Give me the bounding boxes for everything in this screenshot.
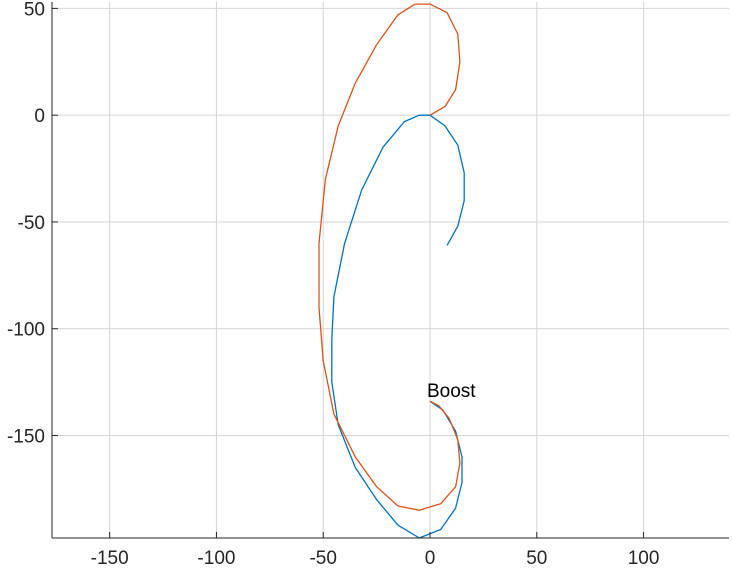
y-tick-label: -100 <box>7 320 45 341</box>
x-tick-label: -50 <box>309 548 336 569</box>
axes-frame <box>51 2 729 539</box>
series-line-2 <box>318 3 461 511</box>
x-tick-label: -150 <box>91 548 129 569</box>
chart-series <box>318 3 465 539</box>
annotation-label: Boost <box>427 381 476 402</box>
y-tick-label: 0 <box>34 106 45 127</box>
grid-lines <box>52 2 729 538</box>
y-axis-ticks: 50 0 -50 -100 -150 <box>7 0 58 447</box>
annotations: Boost <box>427 381 476 402</box>
x-tick-label: 100 <box>628 548 660 569</box>
x-tick-label: 50 <box>526 548 547 569</box>
x-tick-label: -100 <box>197 548 235 569</box>
x-tick-label: 0 <box>425 548 436 569</box>
y-tick-label: -150 <box>7 426 45 447</box>
x-axis-ticks: -150 -100 -50 0 50 100 <box>91 532 660 569</box>
y-tick-label: 50 <box>24 0 45 20</box>
y-tick-label: -50 <box>18 213 45 234</box>
series-line-1 <box>331 114 465 539</box>
